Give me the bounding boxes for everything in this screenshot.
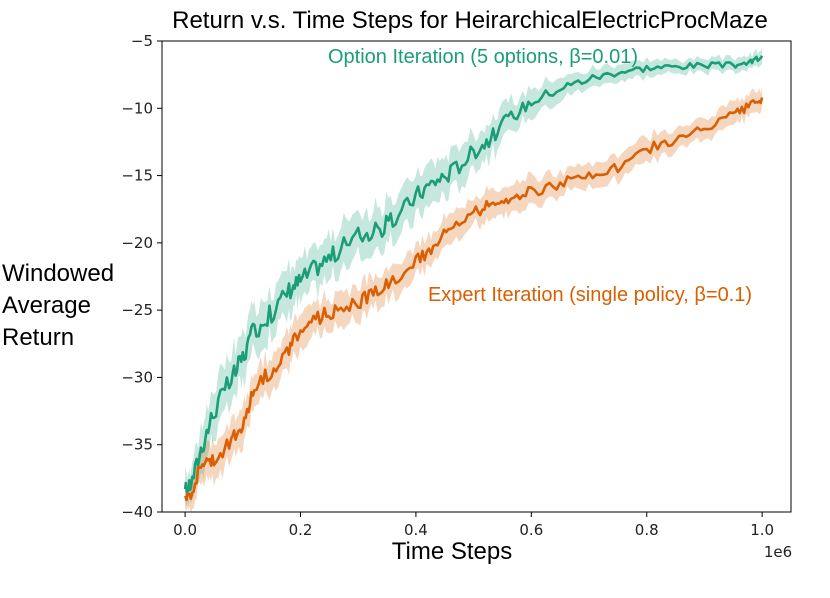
series-label-expert-iteration: Expert Iteration (single policy, β=0.1) — [428, 284, 752, 306]
x-tick-label: 0.0 — [173, 521, 197, 539]
x-tick-label: 1.0 — [750, 521, 774, 539]
plot-frame — [161, 40, 792, 513]
x-axis-label: Time Steps — [392, 538, 512, 565]
y-axis-label-line-2: Average — [2, 292, 91, 319]
x-offset-label: 1e6 — [764, 543, 792, 561]
y-tick-label: −15 — [121, 167, 153, 185]
y-axis: −40 −35 −30 −25 −20 −15 −10 −5 — [121, 32, 162, 521]
series-line-1 — [183, 97, 764, 502]
y-tick-label: −40 — [121, 503, 153, 521]
x-tick-label: 0.6 — [519, 521, 543, 539]
y-tick-label: −20 — [121, 234, 153, 252]
y-tick-label: −5 — [131, 32, 153, 50]
confidence-bands — [185, 47, 763, 514]
x-axis: 0.0 0.2 0.4 0.6 0.8 1.0 — [173, 512, 774, 539]
y-tick-label: −10 — [121, 99, 153, 117]
x-tick-label: 0.8 — [635, 521, 659, 539]
chart-title: Return v.s. Time Steps for HeirarchicalE… — [172, 7, 768, 34]
x-tick-label: 0.2 — [289, 521, 313, 539]
series-band-0 — [185, 47, 763, 507]
y-axis-label-line-3: Return — [2, 324, 74, 351]
y-tick-label: −30 — [121, 368, 153, 386]
y-tick-label: −25 — [121, 301, 153, 319]
y-tick-label: −35 — [121, 436, 153, 454]
series-line-0 — [183, 55, 764, 494]
y-axis-label-line-1: Windowed — [2, 260, 114, 287]
series-lines — [183, 55, 764, 502]
series-label-option-iteration: Option Iteration (5 options, β=0.01) — [328, 46, 638, 68]
x-tick-label: 0.4 — [404, 521, 428, 539]
